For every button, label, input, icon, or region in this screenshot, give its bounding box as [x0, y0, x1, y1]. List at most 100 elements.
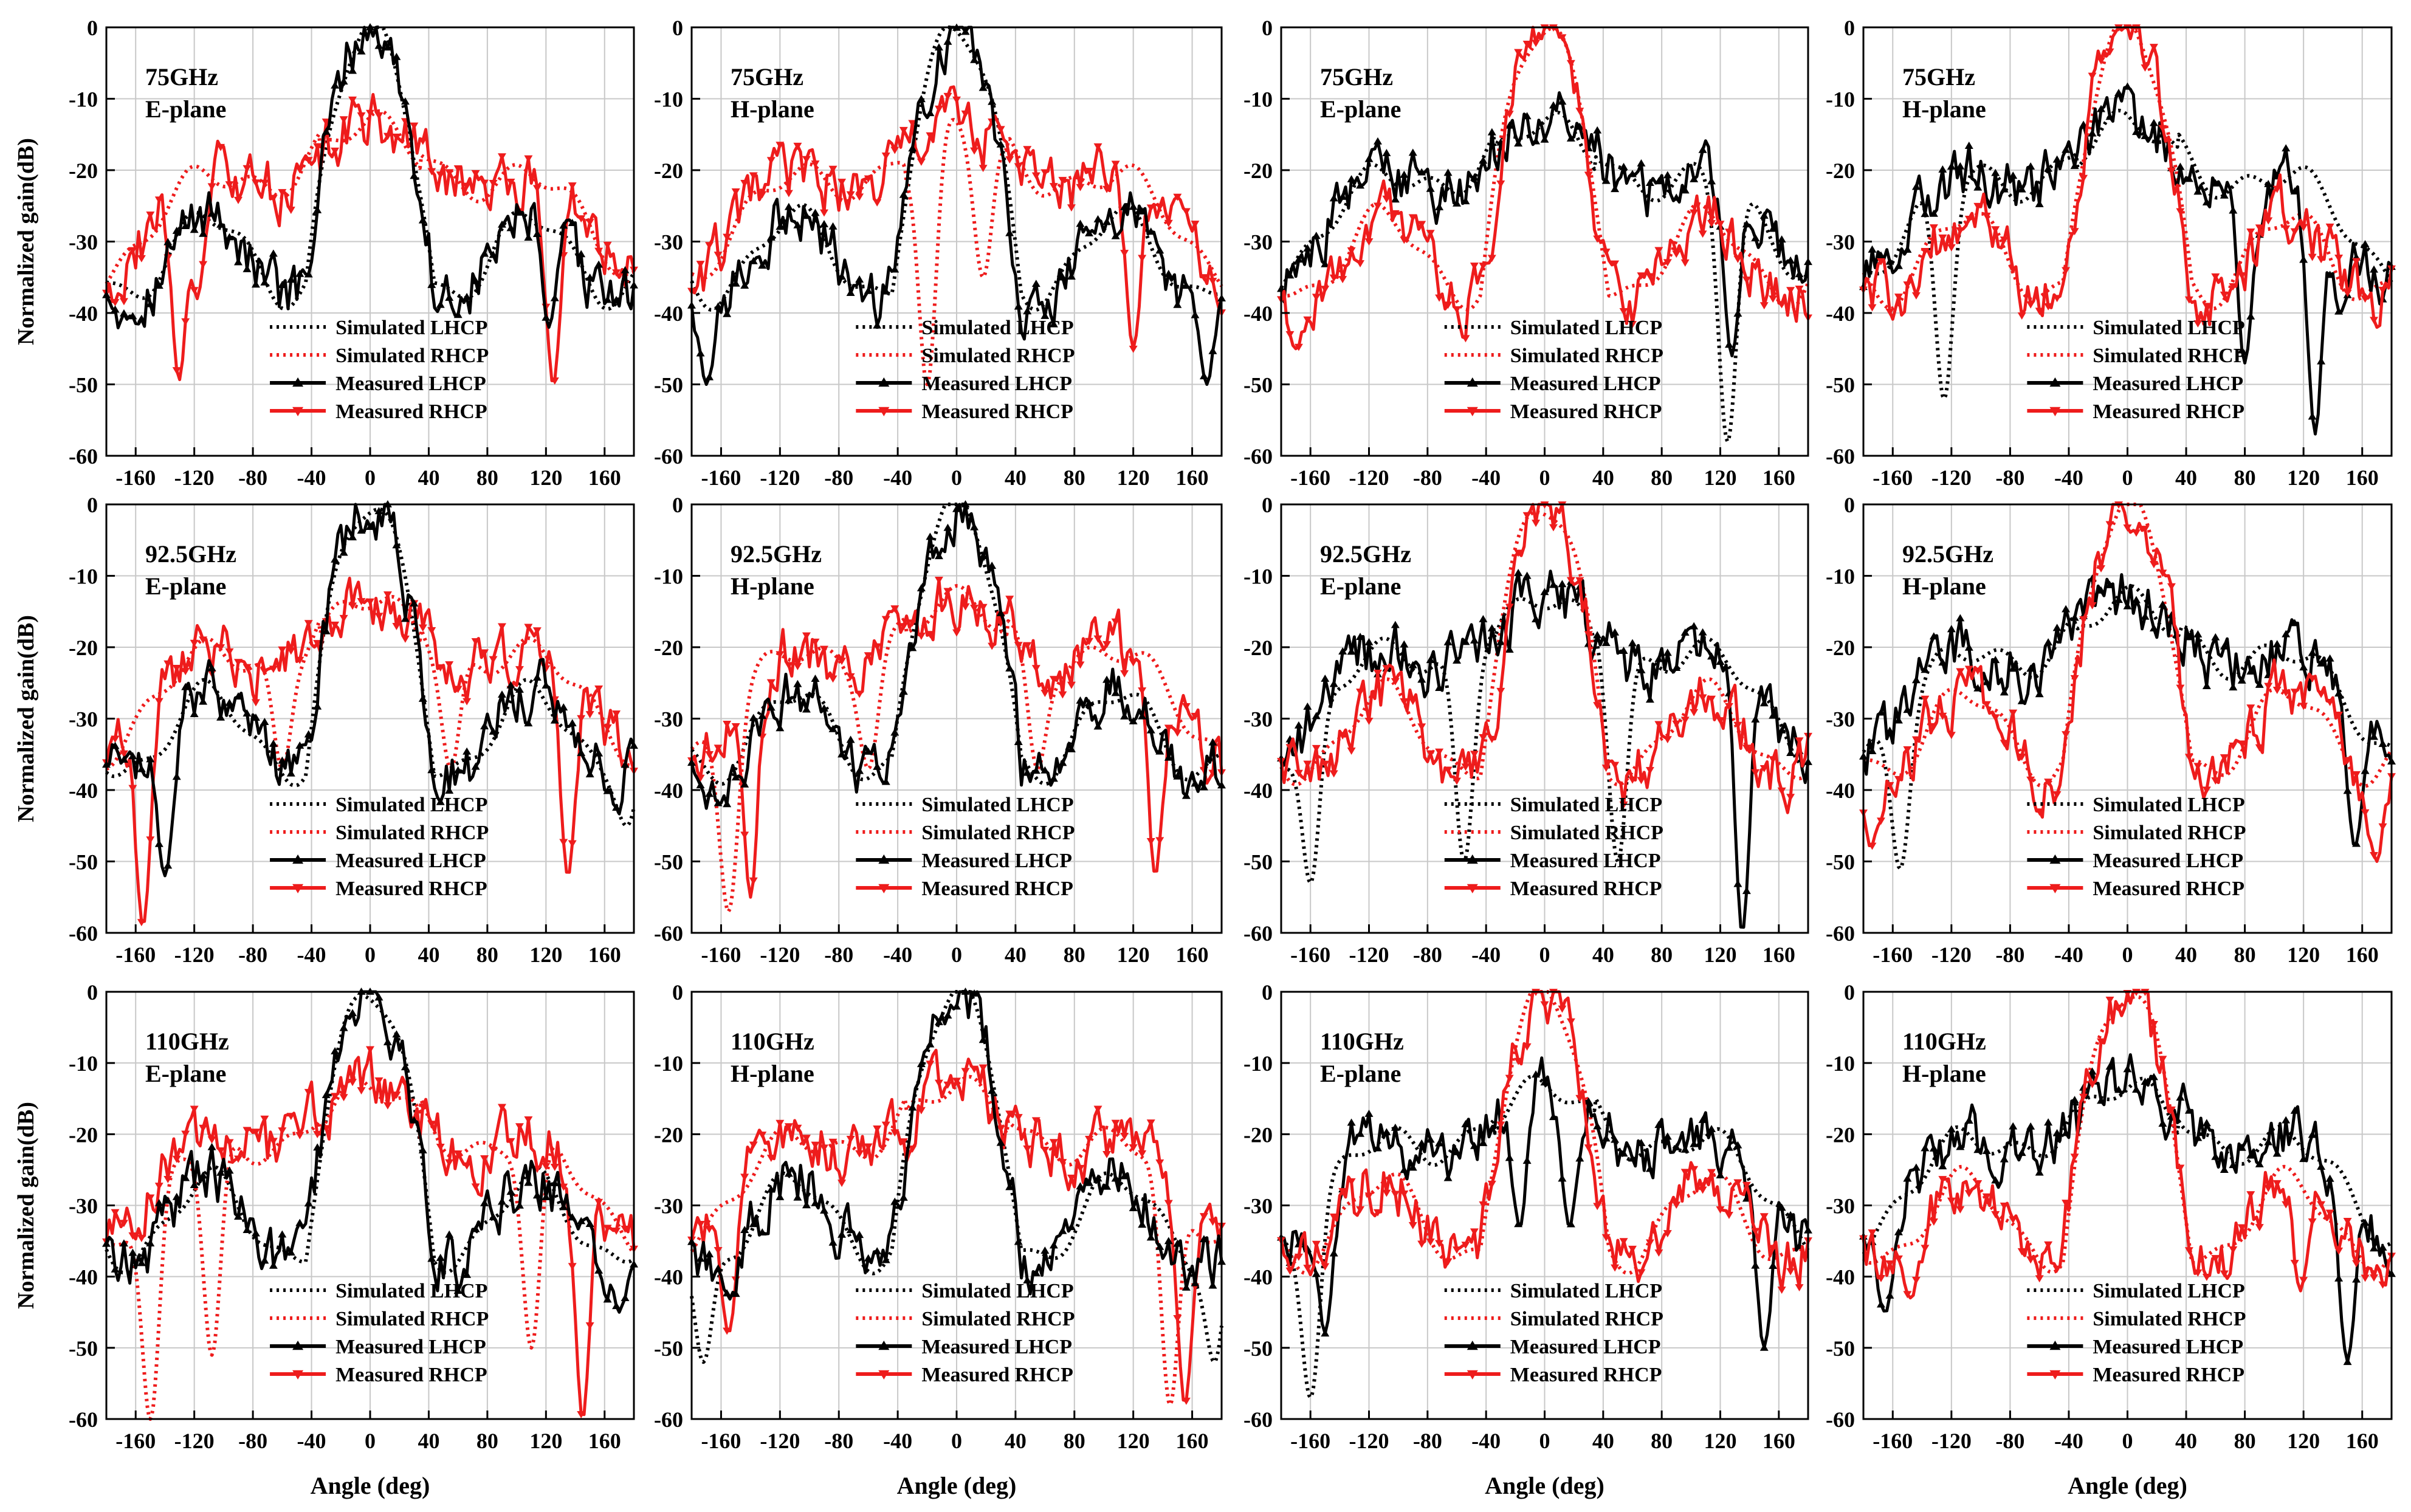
- data-point-marker: [881, 777, 890, 785]
- data-point-marker: [1005, 1183, 1014, 1191]
- data-point-marker: [970, 605, 979, 612]
- data-point-marker: [1947, 244, 1956, 252]
- data-point-marker: [899, 190, 908, 198]
- data-point-marker: [1751, 769, 1760, 777]
- data-point-marker: [1356, 689, 1365, 696]
- data-point-marker: [2176, 208, 2185, 216]
- data-point-marker: [1929, 723, 1938, 730]
- data-point-marker: [1058, 691, 1067, 699]
- x-tick-label: -160: [1873, 1429, 1913, 1453]
- x-tick-label: -160: [1290, 466, 1330, 490]
- data-point-marker: [1040, 169, 1050, 177]
- data-point-marker: [1549, 580, 1558, 588]
- plane-label: E-plane: [1320, 1060, 1401, 1087]
- data-point-marker: [146, 1194, 155, 1202]
- data-point-marker: [943, 1011, 952, 1019]
- data-point-marker: [1549, 101, 1558, 109]
- y-tick-label: -50: [654, 373, 683, 397]
- data-point-marker: [498, 1104, 506, 1112]
- data-point-marker: [996, 1138, 1005, 1146]
- data-point-marker: [1181, 791, 1191, 799]
- data-point-marker: [612, 295, 621, 303]
- data-point-marker: [1373, 137, 1382, 145]
- series-lhcp-sim: [1280, 1074, 1810, 1400]
- data-point-marker: [1435, 294, 1444, 302]
- data-point-marker: [2352, 1275, 2361, 1283]
- data-point-marker: [2272, 1149, 2282, 1157]
- data-point-marker: [2070, 162, 2079, 170]
- data-point-marker: [1637, 272, 1646, 280]
- data-point-marker: [1894, 1228, 1903, 1235]
- data-point-marker: [1453, 1246, 1461, 1254]
- data-point-marker: [1575, 122, 1584, 130]
- data-point-marker: [119, 1239, 128, 1247]
- data-point-marker: [696, 261, 705, 269]
- x-tick-label: 80: [2234, 1429, 2256, 1453]
- data-point-marker: [2255, 1224, 2264, 1232]
- data-point-marker: [585, 711, 594, 719]
- data-point-marker: [463, 698, 472, 706]
- data-point-marker: [970, 1065, 979, 1073]
- data-point-marker: [1956, 1206, 1965, 1214]
- x-tick-label: 120: [2287, 1429, 2320, 1453]
- data-point-marker: [1885, 1291, 1894, 1299]
- data-point-marker: [1876, 1300, 1885, 1308]
- data-point-marker: [873, 762, 882, 770]
- data-point-marker: [163, 1196, 173, 1204]
- data-point-marker: [1911, 736, 1921, 744]
- data-point-marker: [1672, 1143, 1681, 1150]
- data-point-marker: [1181, 281, 1191, 289]
- data-point-marker: [2193, 763, 2203, 771]
- data-point-marker: [2062, 605, 2071, 613]
- data-point-marker: [1751, 1261, 1760, 1269]
- x-tick-label: 40: [1005, 1429, 1027, 1453]
- legend-label: Simulated LHCP: [2093, 1280, 2244, 1302]
- data-point-marker: [339, 1023, 348, 1031]
- data-point-marker: [2123, 524, 2132, 532]
- legend-label: Measured LHCP: [921, 850, 1072, 872]
- data-point-marker: [2255, 1160, 2264, 1167]
- data-point-marker: [137, 919, 146, 927]
- data-point-marker: [1601, 1234, 1611, 1242]
- y-tick-label: -10: [654, 1051, 683, 1076]
- data-point-marker: [2000, 688, 2009, 696]
- data-point-marker: [111, 741, 120, 749]
- data-point-marker: [2044, 778, 2053, 786]
- data-point-marker: [1672, 720, 1681, 728]
- data-point-marker: [1532, 137, 1541, 145]
- data-point-marker: [1680, 1145, 1690, 1153]
- data-point-marker: [207, 664, 216, 672]
- x-tick-label: -80: [824, 466, 853, 490]
- data-point-marker: [128, 1232, 137, 1240]
- data-point-marker: [524, 1116, 533, 1124]
- data-point-marker: [2282, 1116, 2291, 1124]
- data-point-marker: [2000, 1155, 2009, 1163]
- data-point-marker: [714, 744, 723, 752]
- data-point-marker: [705, 373, 714, 380]
- y-tick-label: -20: [1243, 636, 1273, 660]
- data-point-marker: [1461, 197, 1470, 205]
- data-point-marker: [1903, 1291, 1912, 1299]
- data-point-marker: [621, 1294, 630, 1302]
- plane-label: E-plane: [145, 95, 226, 123]
- data-point-marker: [2044, 164, 2053, 172]
- legend-marker: [1467, 407, 1478, 416]
- data-point-marker: [864, 747, 873, 755]
- data-point-marker: [366, 1046, 374, 1054]
- data-point-marker: [1181, 1283, 1191, 1291]
- data-point-marker: [2378, 740, 2387, 747]
- x-tick-label: 0: [951, 943, 962, 967]
- data-point-marker: [1400, 170, 1409, 178]
- panel-110GHz-H-plane-12: -160 -120 -80 -40 0 40 80 120 1600-10-20-30-40-5…: [1826, 980, 2396, 1453]
- data-point-marker: [1479, 734, 1488, 741]
- data-point-marker: [961, 110, 970, 118]
- data-point-marker: [1911, 1277, 1921, 1284]
- data-point-marker: [1540, 588, 1549, 596]
- data-point-marker: [1470, 263, 1479, 270]
- data-point-marker: [2070, 613, 2079, 621]
- data-point-marker: [1294, 343, 1303, 351]
- data-point-marker: [714, 799, 723, 806]
- data-point-marker: [348, 1009, 357, 1017]
- legend-marker: [292, 1370, 304, 1380]
- x-tick-label: 40: [1592, 466, 1614, 490]
